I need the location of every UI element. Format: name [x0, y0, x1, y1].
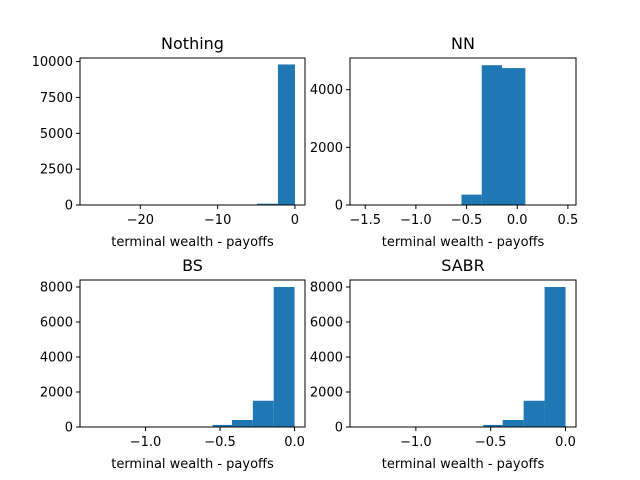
y-tick-label: 8000 — [310, 281, 343, 296]
histogram-bar — [257, 203, 278, 205]
x-tick-label: −0.5 — [204, 435, 236, 450]
y-tick-label: 2000 — [310, 386, 343, 401]
histogram-bars — [88, 287, 295, 427]
y-tick-label: 4000 — [40, 351, 73, 366]
y-axis-ticks: 0 2000 4000 — [310, 83, 350, 214]
y-tick-label: 5000 — [40, 127, 73, 142]
axes-frame — [349, 57, 577, 206]
y-tick-label: 7500 — [40, 91, 73, 106]
panel-bs: BS terminal wealth - payoffs −1.0 −0.5 0.0… — [40, 256, 306, 472]
histogram-bar — [483, 424, 503, 427]
panel-sabr: SABR terminal wealth - payoffs −1.0 −0.5 0… — [310, 256, 577, 472]
y-tick-label: 10000 — [32, 55, 73, 70]
panel-title: Nothing — [161, 34, 224, 53]
y-tick-label: 4000 — [310, 83, 343, 98]
x-tick-label: 0.5 — [558, 213, 579, 228]
panel-title: BS — [182, 256, 203, 275]
x-tick-label: 0.0 — [284, 435, 305, 450]
x-axis-label: terminal wealth - payoffs — [382, 235, 545, 250]
y-tick-label: 2500 — [40, 163, 73, 178]
y-tick-label: 0 — [335, 421, 343, 436]
panel-nothing: Nothing terminal wealth - payoffs −20 −10… — [32, 34, 306, 250]
x-axis-ticks: −1.0 −0.5 0.0 — [400, 427, 576, 450]
y-axis-ticks: 0 2000 4000 6000 8000 — [310, 281, 350, 436]
x-axis-ticks: −1.0 −0.5 0.0 — [130, 427, 305, 450]
y-tick-label: 0 — [65, 421, 73, 436]
panel-title: SABR — [441, 256, 485, 275]
x-tick-label: −10 — [204, 213, 231, 228]
histogram-bar — [212, 424, 232, 427]
x-tick-label: −1.0 — [400, 435, 432, 450]
histogram-bars — [257, 64, 295, 205]
histogram-bar — [461, 194, 482, 205]
x-axis-label: terminal wealth - payoffs — [111, 457, 274, 472]
y-tick-label: 4000 — [310, 351, 343, 366]
histogram-bars — [360, 65, 546, 206]
y-tick-label: 8000 — [40, 281, 73, 296]
axes-frame — [349, 279, 577, 428]
x-axis-label: terminal wealth - payoffs — [111, 235, 274, 250]
x-tick-label: 0.0 — [555, 435, 576, 450]
y-tick-label: 6000 — [310, 316, 343, 331]
y-tick-label: 0 — [65, 199, 73, 214]
x-axis-ticks: −20 −10 0 — [127, 205, 299, 228]
y-tick-label: 2000 — [40, 386, 73, 401]
x-axis-label: terminal wealth - payoffs — [382, 457, 545, 472]
histogram-bar — [544, 287, 566, 427]
histogram-bar — [502, 420, 524, 427]
x-tick-label: −1.0 — [130, 435, 162, 450]
x-axis-ticks: −1.5 −1.0 −0.5 0.0 0.5 — [349, 205, 578, 228]
y-axis-ticks: 0 2500 5000 7500 10000 — [32, 55, 80, 214]
histogram-bar — [502, 68, 526, 206]
histogram-bar — [231, 420, 253, 427]
y-tick-label: 6000 — [40, 316, 73, 331]
histogram-bar — [277, 64, 295, 205]
histogram-bar — [523, 400, 545, 427]
x-tick-label: 0 — [291, 213, 299, 228]
histogram-bar — [252, 400, 274, 427]
y-tick-label: 2000 — [310, 141, 343, 156]
panel-nn: NN terminal wealth - payoffs −1.5 −1.0 −0.… — [310, 34, 578, 250]
y-tick-label: 0 — [335, 199, 343, 214]
x-tick-label: 0.0 — [507, 213, 528, 228]
x-tick-label: −20 — [127, 213, 154, 228]
x-tick-label: −0.5 — [475, 435, 507, 450]
x-tick-label: −1.0 — [400, 213, 432, 228]
x-tick-label: −0.5 — [451, 213, 483, 228]
panel-title: NN — [451, 34, 475, 53]
histogram-bar — [481, 65, 503, 206]
axes-frame — [79, 279, 306, 428]
x-tick-label: −1.5 — [349, 213, 381, 228]
y-axis-ticks: 0 2000 4000 6000 8000 — [40, 281, 80, 436]
axes-frame — [79, 57, 306, 206]
histogram-bar — [273, 287, 295, 427]
histogram-bars — [358, 287, 566, 427]
